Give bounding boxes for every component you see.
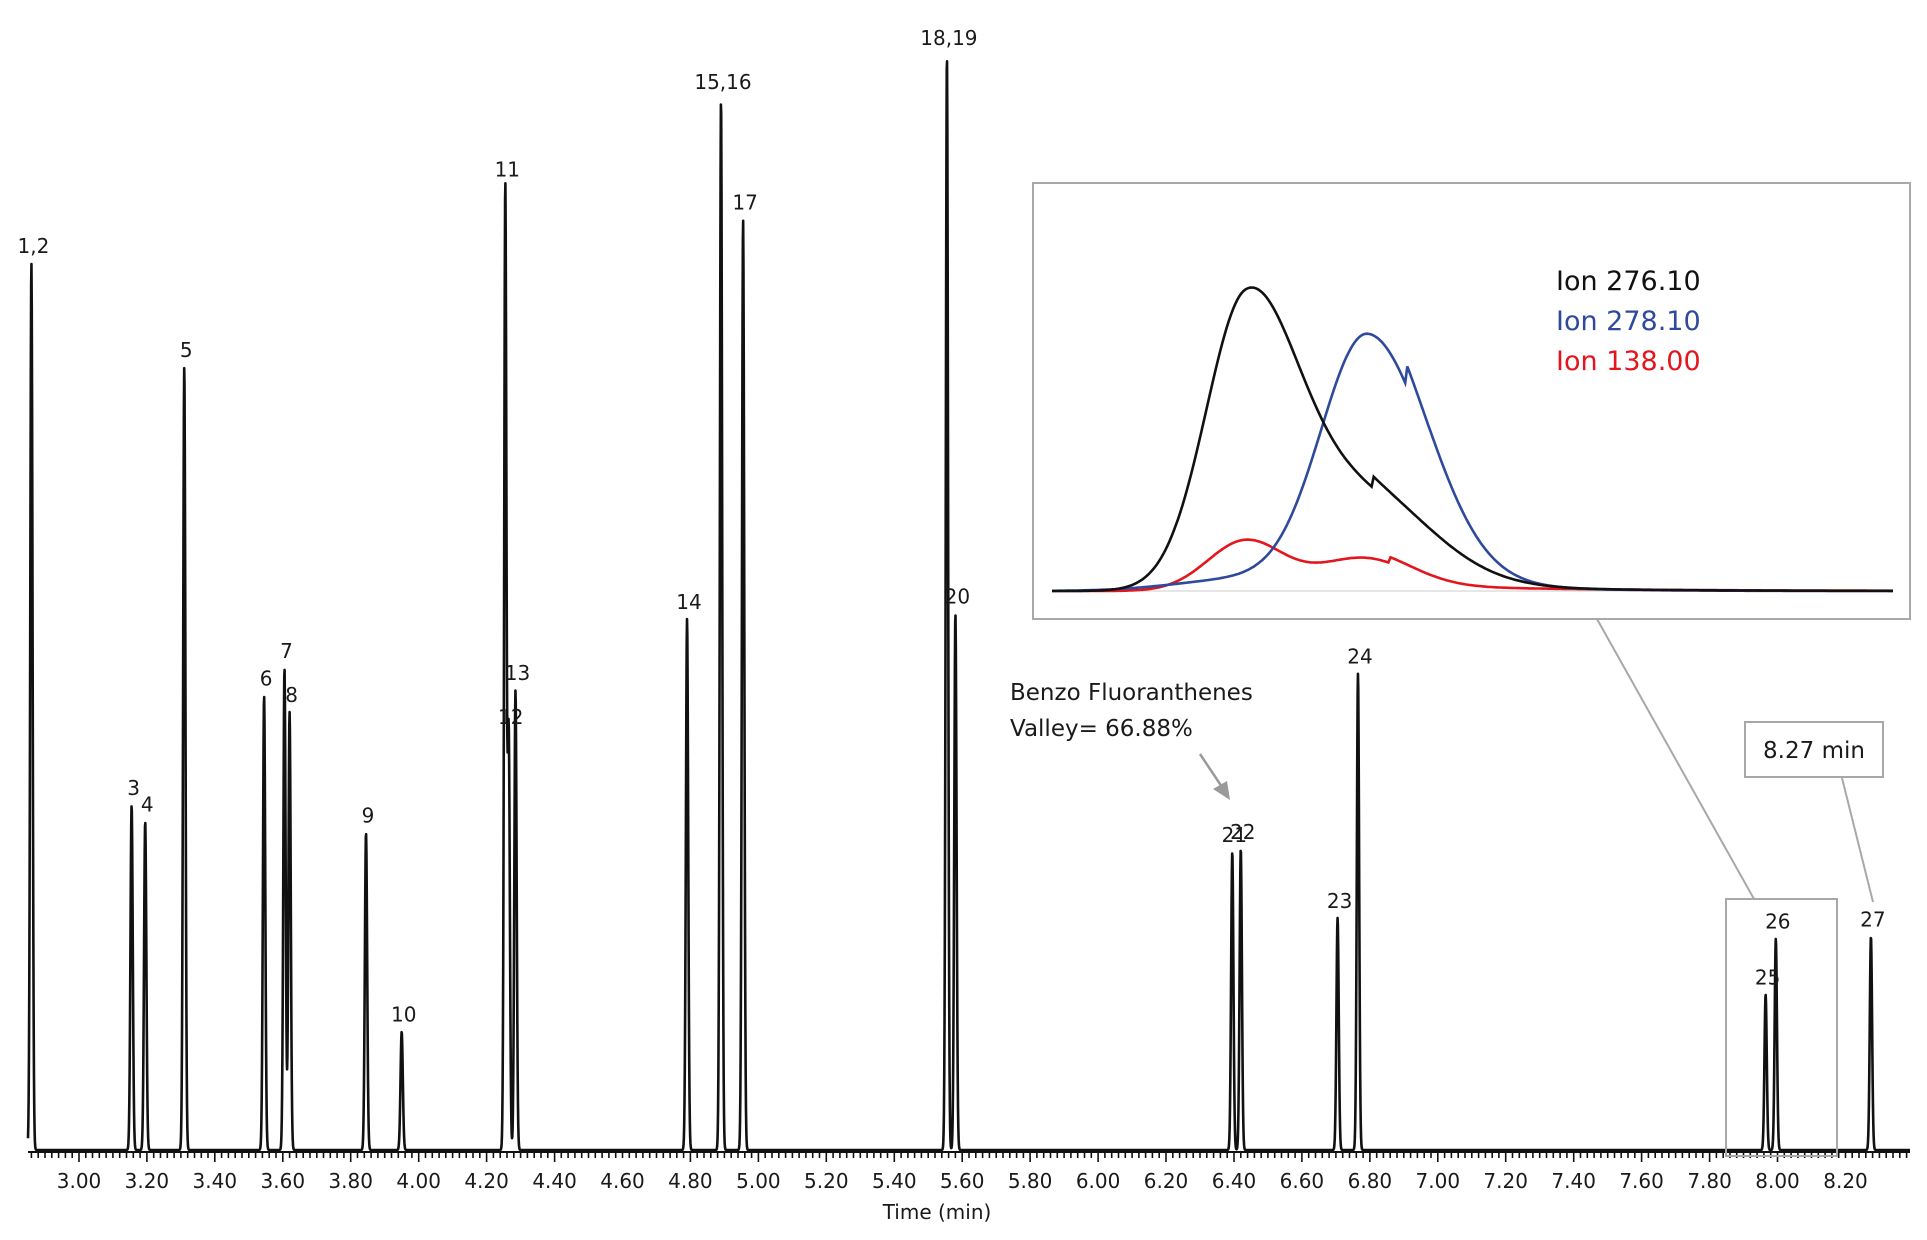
peak-label: 20 <box>945 585 970 609</box>
annotation-arrow-head <box>1213 781 1230 800</box>
peak-label: 9 <box>362 804 375 828</box>
zoom-connector <box>1596 618 1755 900</box>
annotation-arrow-shaft <box>1198 753 1226 791</box>
x-tick-label: 7.00 <box>1416 1169 1461 1193</box>
legend-ion-276: Ion 276.10 <box>1556 266 1701 297</box>
peak-label: 1,2 <box>17 234 49 258</box>
x-tick-label: 8.20 <box>1823 1169 1868 1193</box>
x-tick-label: 4.00 <box>396 1169 441 1193</box>
legend-ion-138: Ion 138.00 <box>1556 346 1701 377</box>
x-tick-label: 3.00 <box>57 1169 102 1193</box>
peak-label: 5 <box>180 338 193 362</box>
zoom-region-box <box>1725 898 1838 1157</box>
peak-label: 4 <box>141 793 154 817</box>
callout-label: 8.27 min <box>1763 738 1865 764</box>
x-tick-label: 4.60 <box>600 1169 645 1193</box>
peak-label: 12 <box>498 705 523 729</box>
peak-label: 7 <box>280 639 293 663</box>
x-tick-label: 5.20 <box>804 1169 849 1193</box>
peak-label: 3 <box>127 776 140 800</box>
x-tick-label: 6.00 <box>1076 1169 1121 1193</box>
peak-label: 17 <box>732 190 757 214</box>
x-tick-label: 6.60 <box>1280 1169 1325 1193</box>
callout-box <box>1744 721 1884 778</box>
peak-label: 22 <box>1230 820 1255 844</box>
x-axis: 3.00 3.20 3.40 3.60 3.80 4.00 4.20 4.40 4.60 4.80… <box>28 1151 1910 1224</box>
x-tick-label: 5.00 <box>736 1169 781 1193</box>
x-tick-label: 6.20 <box>1144 1169 1189 1193</box>
chromatogram-trace <box>26 60 1911 1152</box>
peak-label: 25 <box>1755 966 1780 990</box>
x-tick-label: 3.60 <box>261 1169 306 1193</box>
inset-panel: Ion 276.10 Ion 278.10 Ion 138.00 <box>1032 182 1911 620</box>
retention-time-callout: 8.27 min <box>1744 721 1884 903</box>
peak-label: 15,16 <box>694 70 751 94</box>
x-tick-label: 4.40 <box>532 1169 577 1193</box>
peak-label: 23 <box>1327 889 1352 913</box>
peak-label: 8 <box>285 683 298 707</box>
annotation-valley: Valley= 66.88% <box>1010 716 1193 742</box>
x-tick-label: 7.80 <box>1687 1169 1732 1193</box>
legend-ion-278: Ion 278.10 <box>1556 306 1701 337</box>
x-tick-label: 7.60 <box>1619 1169 1664 1193</box>
peak-label: 14 <box>676 590 701 614</box>
peak-label: 13 <box>505 661 530 685</box>
valley-annotation: Benzo Fluoranthenes Valley= 66.88% <box>1010 680 1253 800</box>
x-ticks: 3.00 3.20 3.40 3.60 3.80 4.00 4.20 4.40 4.60 4.80… <box>30 1152 1908 1193</box>
x-tick-label: 4.80 <box>668 1169 713 1193</box>
inset-frame <box>1032 182 1911 620</box>
peak-label: 6 <box>260 667 273 691</box>
callout-connector <box>1841 777 1874 903</box>
inset-legend: Ion 276.10 Ion 278.10 Ion 138.00 <box>1556 266 1701 377</box>
x-axis-title: Time (min) <box>882 1200 992 1224</box>
x-tick-label: 3.80 <box>328 1169 373 1193</box>
x-tick-label: 6.40 <box>1212 1169 1257 1193</box>
x-tick-label: 6.80 <box>1348 1169 1393 1193</box>
x-tick-label: 5.60 <box>940 1169 985 1193</box>
x-tick-label: 5.40 <box>872 1169 917 1193</box>
x-tick-label: 8.00 <box>1755 1169 1800 1193</box>
peak-label: 26 <box>1765 910 1790 934</box>
x-tick-label: 4.20 <box>464 1169 509 1193</box>
zoom-indicator <box>1596 618 1838 1157</box>
x-tick-label: 3.40 <box>193 1169 238 1193</box>
peak-label: 18,19 <box>920 26 977 50</box>
x-tick-label: 3.20 <box>125 1169 170 1193</box>
peak-label: 27 <box>1860 908 1885 932</box>
peak-label: 21 <box>1222 823 1247 847</box>
peak-label: 24 <box>1347 645 1372 669</box>
peak-label: 11 <box>495 157 520 181</box>
x-tick-label: 5.80 <box>1008 1169 1053 1193</box>
annotation-compound: Benzo Fluoranthenes <box>1010 680 1253 706</box>
peak-label: 10 <box>391 1003 416 1027</box>
inset-trace-ion-276 <box>1052 286 1893 593</box>
x-tick-label: 7.20 <box>1483 1169 1528 1193</box>
x-tick-label: 7.40 <box>1551 1169 1596 1193</box>
